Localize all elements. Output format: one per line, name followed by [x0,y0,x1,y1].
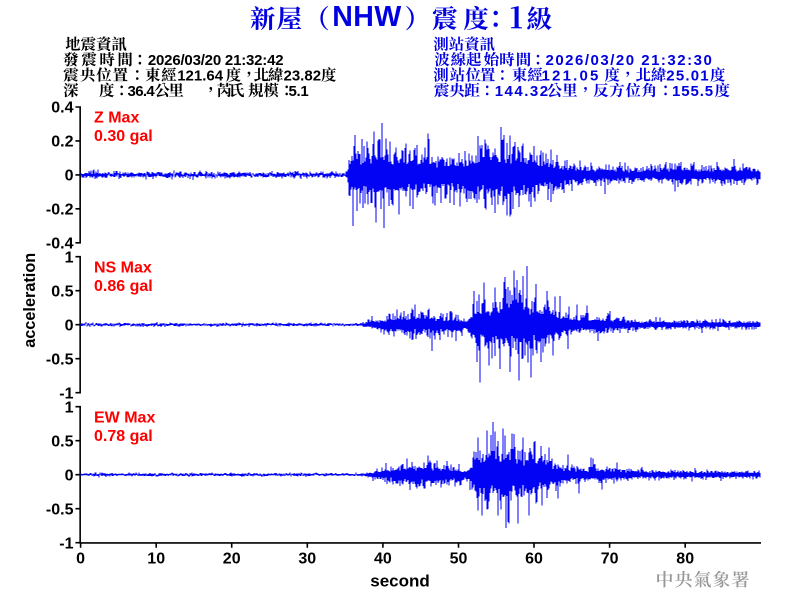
svg-text:0: 0 [65,467,74,484]
svg-text:-0.5: -0.5 [46,351,74,368]
svg-text:0: 0 [65,317,74,334]
svg-text:0.30 gal: 0.30 gal [94,128,153,145]
svg-text:1: 1 [65,399,74,416]
svg-text:-1: -1 [59,535,73,552]
svg-text:5.1: 5.1 [289,83,309,100]
svg-text:2026/03/20 21:32:30: 2026/03/20 21:32:30 [546,52,714,69]
svg-text:50: 50 [450,550,468,567]
svg-text:0.86 gal: 0.86 gal [94,278,153,295]
svg-text:121.64: 121.64 [177,67,224,84]
svg-text:0.2: 0.2 [51,134,73,151]
svg-text:EW Max: EW Max [94,410,155,427]
svg-text:0.5: 0.5 [51,433,73,450]
svg-text:25.01: 25.01 [666,67,710,84]
svg-text:60: 60 [525,550,543,567]
svg-text:0: 0 [76,550,85,567]
svg-text:40: 40 [374,550,392,567]
svg-text:2026/03/20 21:32:42: 2026/03/20 21:32:42 [148,52,284,69]
svg-text:30: 30 [298,550,316,567]
svg-text:1: 1 [65,249,74,266]
svg-text:0: 0 [65,168,74,185]
svg-text:155.5: 155.5 [672,83,714,100]
svg-text:NHW: NHW [332,1,402,33]
svg-text:10: 10 [147,550,165,567]
svg-text:80: 80 [676,550,694,567]
svg-text:20: 20 [223,550,241,567]
svg-text:0.78 gal: 0.78 gal [94,428,153,445]
svg-text:121.05: 121.05 [542,67,601,84]
svg-text:144.32: 144.32 [495,83,550,100]
svg-text:-0.5: -0.5 [46,501,74,518]
svg-text:second: second [370,571,430,590]
svg-text:Z Max: Z Max [94,110,139,127]
svg-text:NS Max: NS Max [94,260,152,277]
svg-text:0.5: 0.5 [51,283,73,300]
svg-text:70: 70 [601,550,619,567]
svg-text:23.82: 23.82 [284,67,322,84]
svg-text:-1: -1 [59,385,73,402]
svg-text:0.4: 0.4 [51,100,73,117]
svg-text:-0.2: -0.2 [46,202,74,219]
svg-text:-0.4: -0.4 [46,236,74,253]
svg-text:acceleration: acceleration [21,253,39,348]
svg-text:36.4: 36.4 [128,83,156,100]
